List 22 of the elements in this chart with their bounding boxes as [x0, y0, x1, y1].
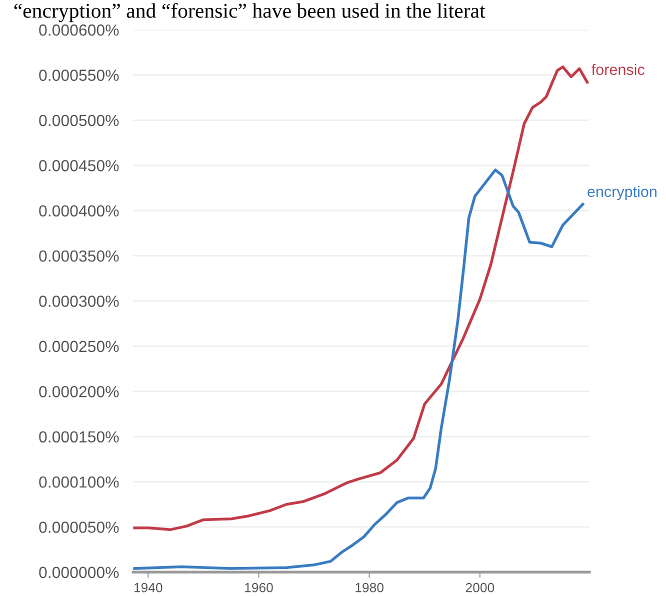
x-tick-label: 1960: [245, 582, 273, 592]
x-tick-label: 1980: [356, 582, 384, 592]
line-series: [133, 65, 589, 532]
y-tick-label: 0.000500%: [39, 114, 119, 126]
series-label: encryption: [588, 186, 656, 200]
series-label: forensic: [592, 64, 644, 76]
line-series: [133, 168, 584, 570]
y-tick-label: 0.000000%: [39, 566, 119, 578]
y-tick-label: 0.000450%: [39, 160, 119, 172]
x-tick-label: 1940: [134, 582, 162, 592]
y-tick-label: 0.000300%: [39, 296, 119, 307]
y-tick-label: 0.000050%: [39, 522, 119, 533]
x-tick-label: 2000: [466, 582, 494, 592]
y-tick-label: 0.000150%: [39, 431, 119, 443]
y-tick-label: 0.000350%: [39, 250, 119, 262]
y-tick-label: 0.000250%: [39, 340, 119, 352]
y-tick-label: 0.000550%: [39, 70, 119, 81]
y-tick-label: 0.000100%: [39, 476, 119, 488]
y-tick-label: 0.000600%: [39, 24, 119, 36]
y-tick-label: 0.000400%: [39, 205, 119, 217]
chart-title: “encryption” and “forensic” have been used in the literat: [14, 2, 486, 22]
y-tick-label: 0.000200%: [39, 386, 119, 398]
